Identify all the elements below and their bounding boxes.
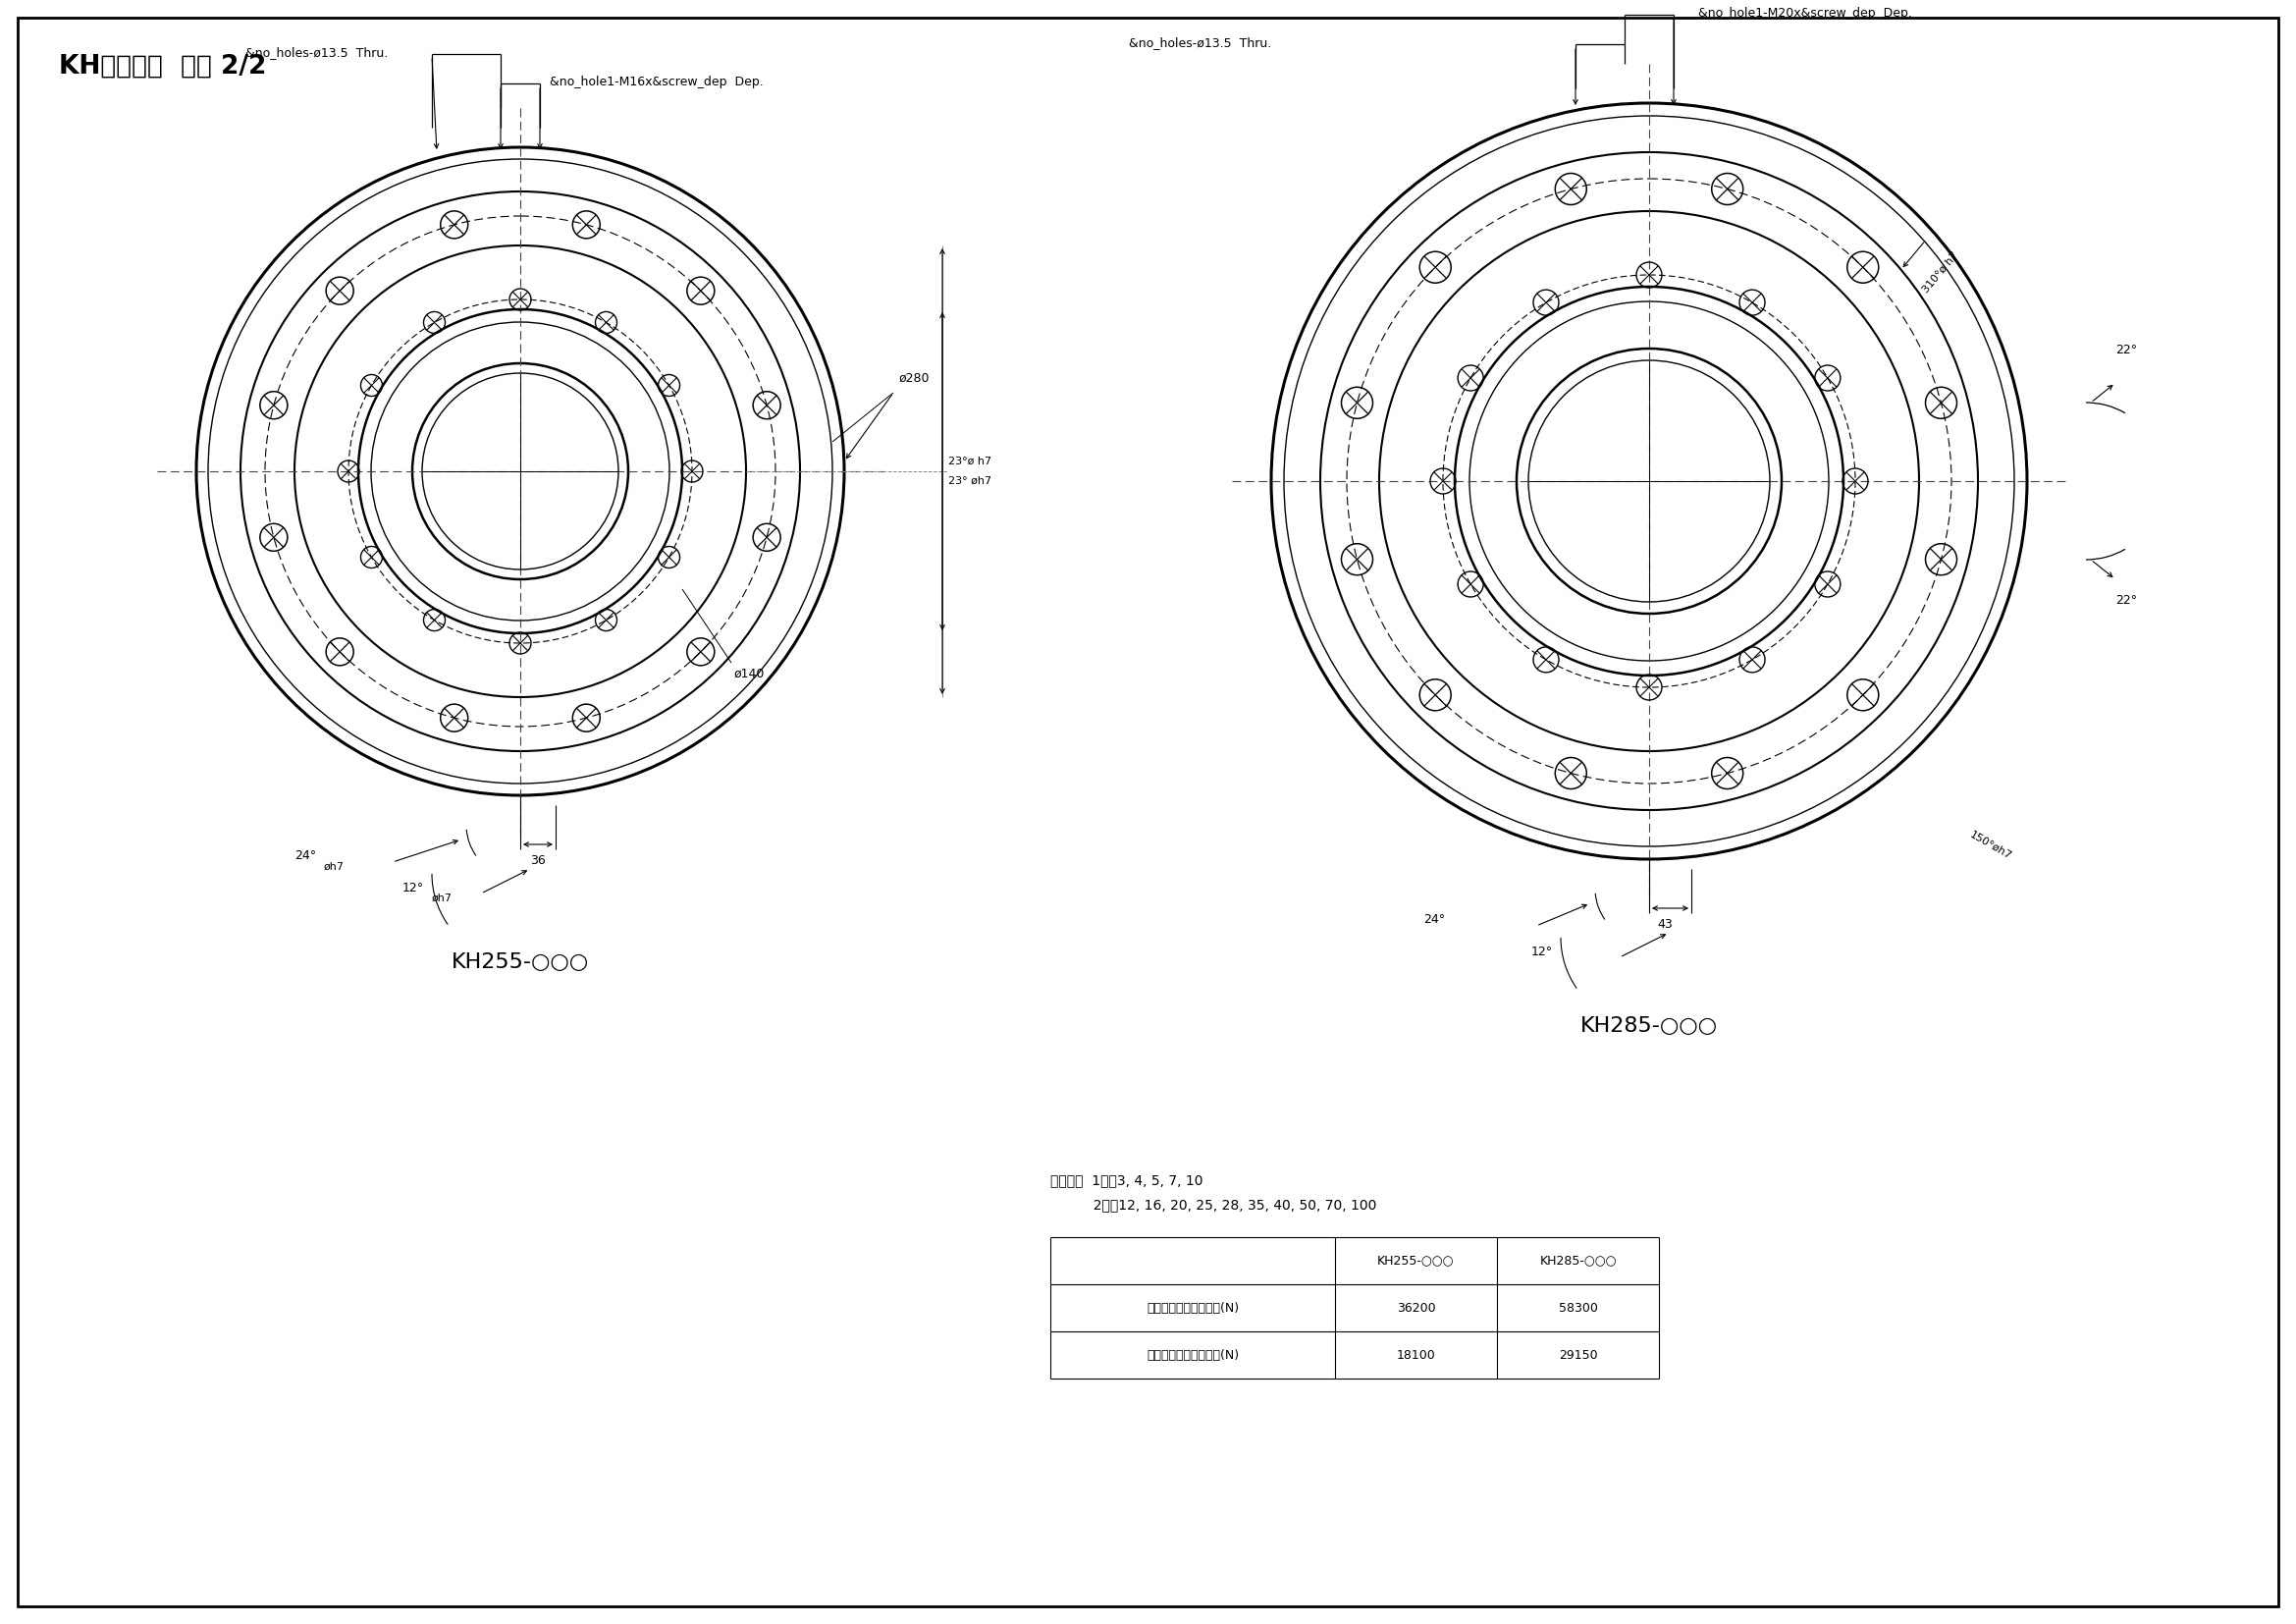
Text: 150°øh7: 150°øh7 xyxy=(1968,830,2014,861)
Text: 23°ø h7: 23°ø h7 xyxy=(948,456,992,466)
Text: KH285-○○○: KH285-○○○ xyxy=(1538,1254,1616,1267)
Text: &no_holes-ø13.5  Thru.: &no_holes-ø13.5 Thru. xyxy=(246,45,388,58)
Text: KH255-○○○: KH255-○○○ xyxy=(452,952,590,973)
Text: 23° øh7: 23° øh7 xyxy=(948,476,992,486)
Text: øh7: øh7 xyxy=(324,862,344,872)
Text: 43: 43 xyxy=(1658,918,1671,931)
Text: 12°: 12° xyxy=(402,882,425,895)
Text: 22°: 22° xyxy=(2115,344,2138,356)
Text: 22°: 22° xyxy=(2115,594,2138,607)
Text: KH285-○○○: KH285-○○○ xyxy=(1580,1017,1717,1036)
Text: 24°: 24° xyxy=(294,849,317,862)
Text: 29150: 29150 xyxy=(1559,1348,1598,1361)
Text: 12°: 12° xyxy=(1531,945,1552,958)
Text: 310°ø h7: 310°ø h7 xyxy=(1922,250,1961,294)
Text: &no_hole1-M20x&screw_dep  Dep.: &no_hole1-M20x&screw_dep Dep. xyxy=(1699,6,1913,19)
Text: &no_holes-ø13.5  Thru.: &no_holes-ø13.5 Thru. xyxy=(1130,36,1272,49)
Text: 36: 36 xyxy=(530,854,546,867)
Text: ø280: ø280 xyxy=(898,372,930,385)
Text: 36200: 36200 xyxy=(1396,1301,1435,1314)
Text: 最大許容ラジアル荷重(N): 最大許容ラジアル荷重(N) xyxy=(1146,1301,1240,1314)
Text: 最大許容スラスト荷重(N): 最大許容スラスト荷重(N) xyxy=(1146,1348,1240,1361)
Text: KHシリーズ  枠図 2/2: KHシリーズ 枠図 2/2 xyxy=(60,54,266,80)
Text: &no_hole1-M16x&screw_dep  Dep.: &no_hole1-M16x&screw_dep Dep. xyxy=(549,76,765,88)
Text: øh7: øh7 xyxy=(432,893,452,903)
Text: KH255-○○○: KH255-○○○ xyxy=(1378,1254,1453,1267)
Text: ø140: ø140 xyxy=(732,667,765,680)
Text: 18100: 18100 xyxy=(1396,1348,1435,1361)
Text: 24°: 24° xyxy=(1424,913,1444,926)
Text: 58300: 58300 xyxy=(1559,1301,1598,1314)
Text: 減速比：  1段：3, 4, 5, 7, 10: 減速比： 1段：3, 4, 5, 7, 10 xyxy=(1049,1173,1203,1187)
Text: 2段：12, 16, 20, 25, 28, 35, 40, 50, 70, 100: 2段：12, 16, 20, 25, 28, 35, 40, 50, 70, 1… xyxy=(1049,1199,1378,1212)
